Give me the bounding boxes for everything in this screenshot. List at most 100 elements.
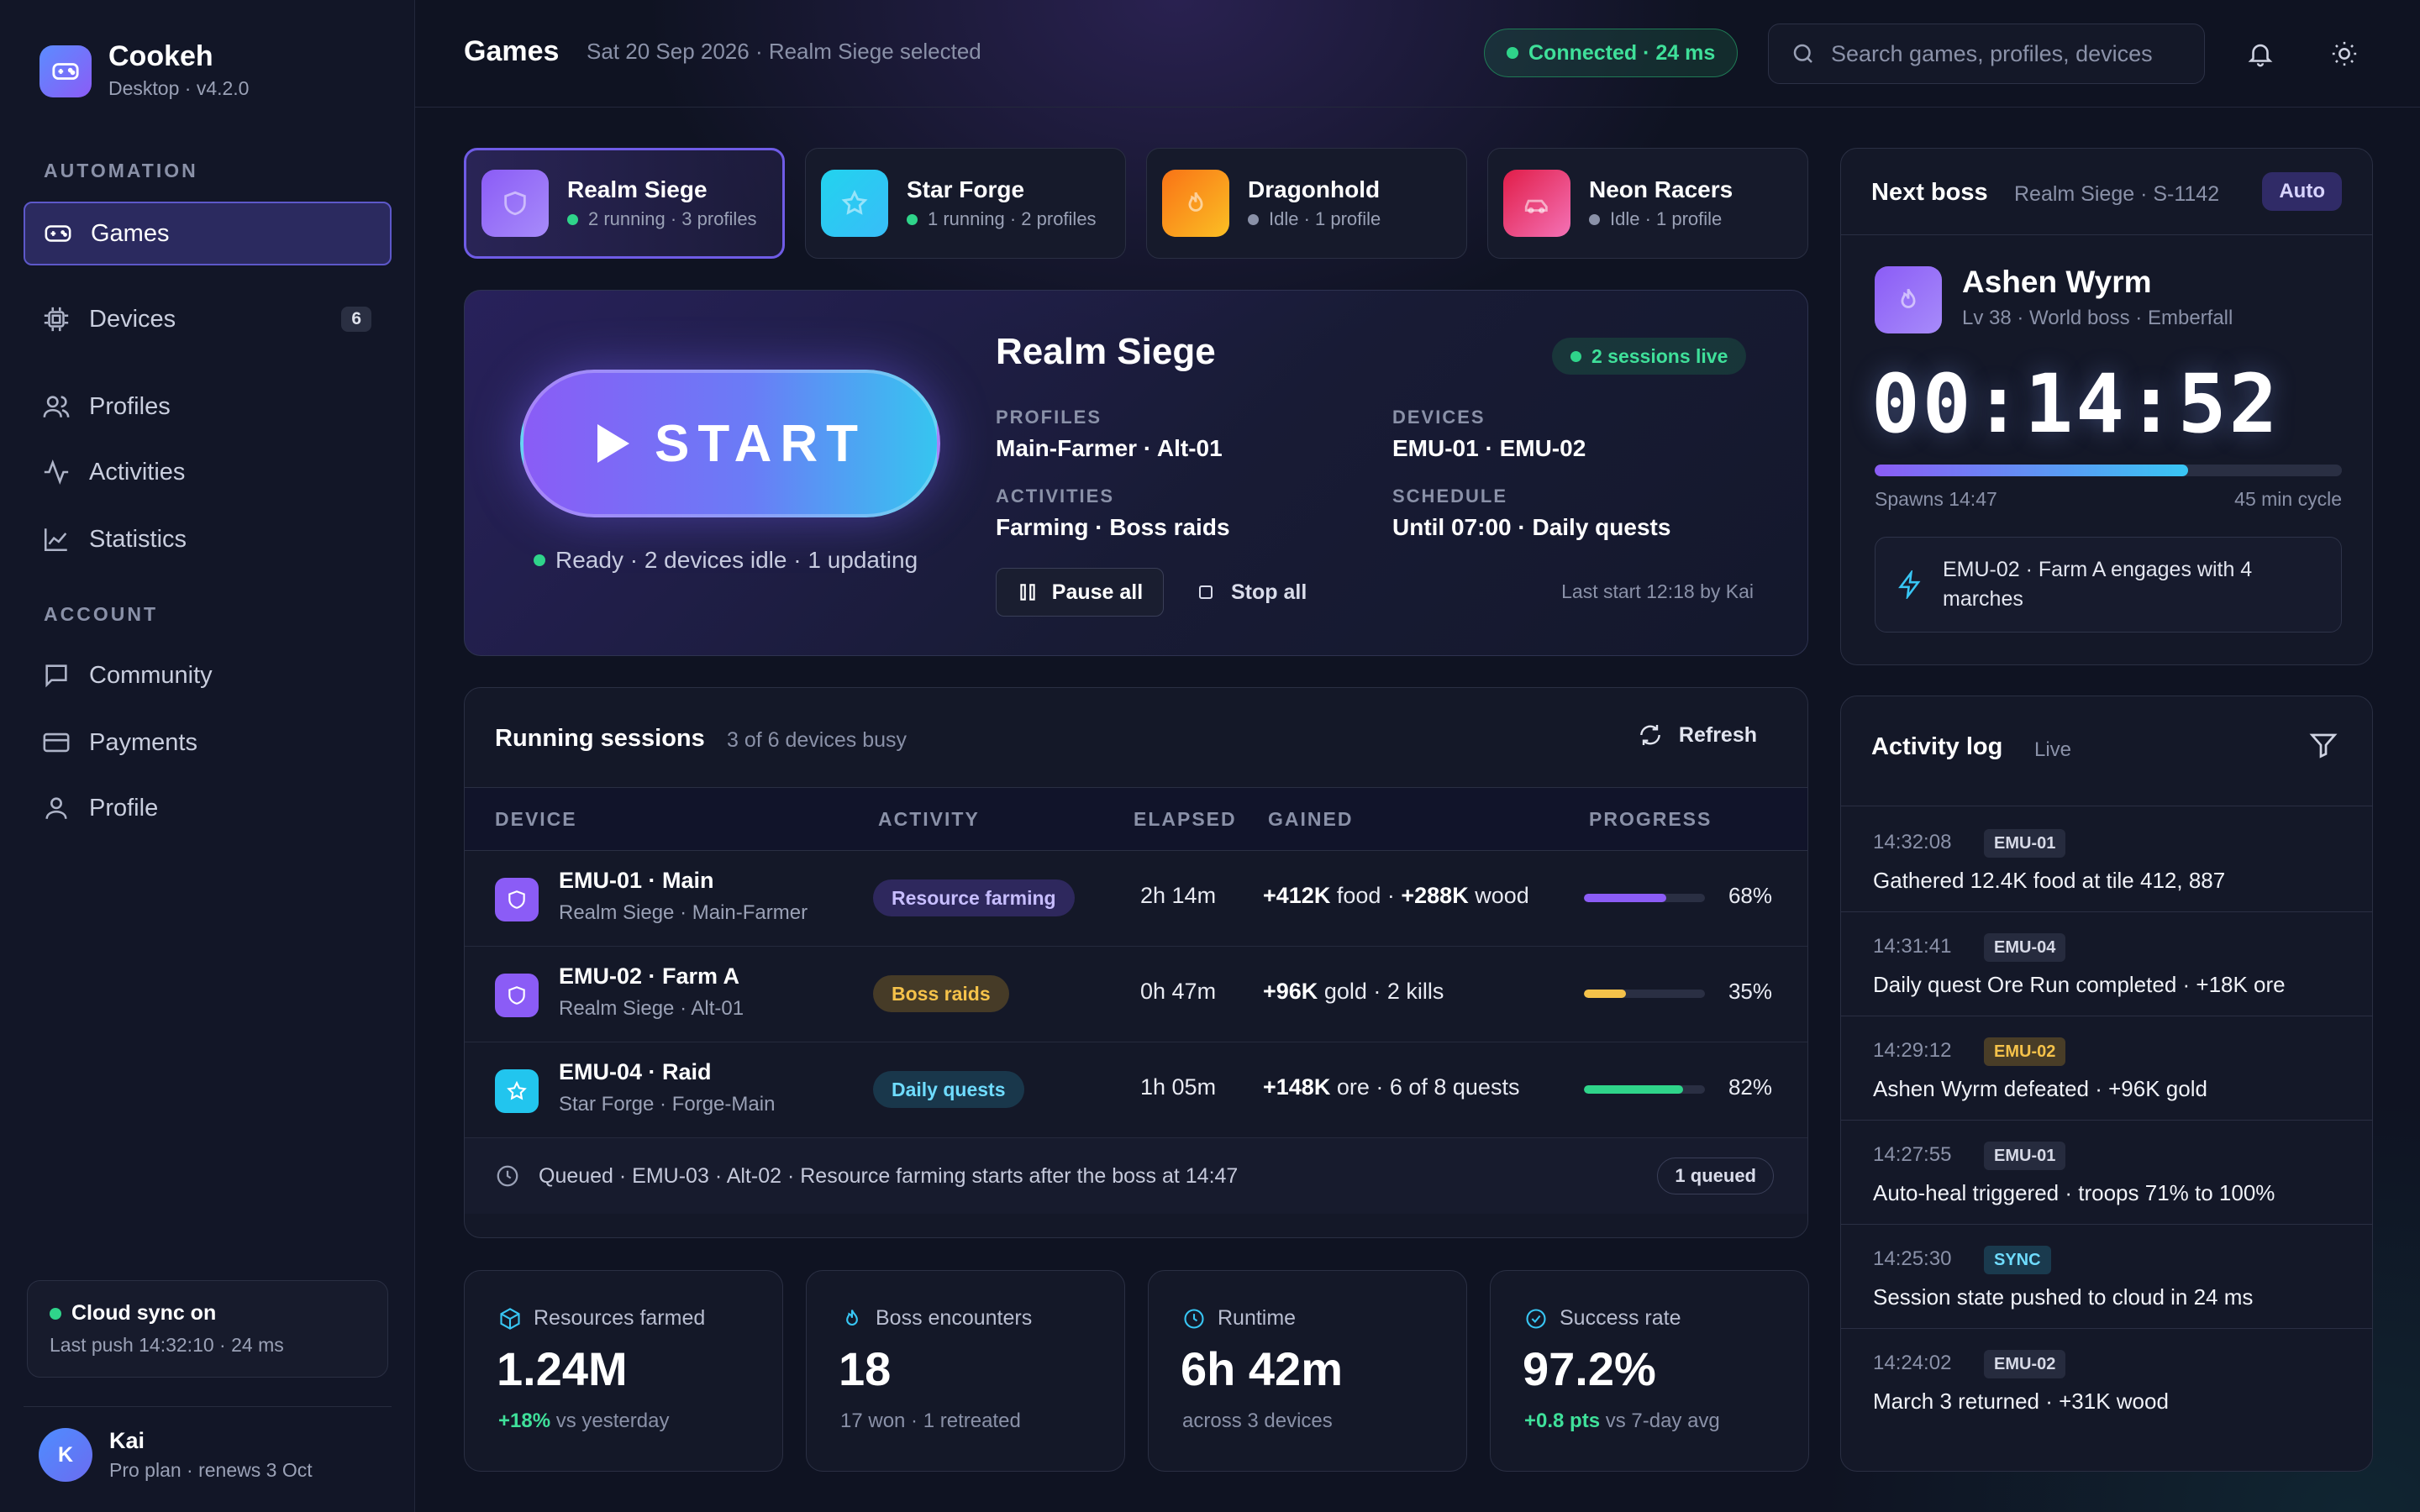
log-device-tag: EMU-01 [1984,1142,2066,1170]
log-entry: 14:31:41 EMU-04 Daily quest Ore Run comp… [1841,911,2372,1016]
progress-fill [1584,990,1627,998]
progress-fill [1584,1085,1684,1094]
game-name: Star Forge [907,176,1025,202]
sidebar: Cookeh Desktop · v4.2.0 AUTOMATION Games… [0,0,415,1512]
pause-all-button[interactable]: Pause all [996,568,1164,617]
chat-bubble-icon [45,664,67,688]
check-circle-icon [1526,1308,1546,1329]
gain-primary-unit: ore · 6 of 8 quests [1330,1074,1520,1100]
start-button[interactable]: START [520,370,940,517]
stat-delta: +18% [498,1410,551,1432]
log-entry: 14:27:55 EMU-01 Auto-heal triggered · tr… [1841,1120,2372,1224]
profiles-label: PROFILES [996,407,1102,428]
log-device-tag: EMU-04 [1984,933,2066,962]
refresh-button[interactable]: Refresh [1637,722,1757,748]
play-icon [597,424,629,463]
stat-value: 18 [839,1342,892,1395]
next-boss-panel: Next boss Realm Siege · S-1142 Auto Ashe… [1840,148,2373,665]
log-time: 14:27:55 [1873,1143,1952,1166]
elapsed-time: 2h 14m [1140,883,1217,908]
stat-delta: +0.8 pts [1524,1410,1601,1432]
brand: Cookeh Desktop · v4.2.0 [39,42,249,100]
gain-primary: +96K [1263,979,1318,1004]
cloud-sync-card: Cloud sync on Last push 14:32:10 · 24 ms [27,1280,388,1378]
status-dot [1248,213,1259,225]
avatar: K [39,1428,92,1482]
ready-dot [534,554,545,566]
table-row[interactable]: EMU-01 · Main Realm Siege · Main-Farmer … [465,851,1807,947]
column-header-gained: GAINED [1268,808,1354,830]
search-box [1768,24,2205,84]
sidebar-item-activities[interactable]: Activities [24,440,392,504]
log-device-tag: EMU-02 [1984,1037,2066,1066]
flame-icon [1162,170,1229,237]
table-row[interactable]: EMU-02 · Farm A Realm Siege · Alt-01 Bos… [465,947,1807,1042]
stat-sub: across 3 devices [1182,1410,1333,1432]
game-card-neon-racers[interactable]: Neon Racers Idle · 1 profile [1487,148,1808,259]
notifications-button[interactable] [2237,30,2284,77]
stat-label-text: Runtime [1218,1306,1297,1330]
boss-name: Ashen Wyrm [1962,265,2152,299]
column-header-activity: ACTIVITY [878,808,980,830]
boss-header-divider [1841,234,2372,235]
star-icon [495,1069,539,1113]
user-plan: Pro plan · renews 3 Oct [109,1459,313,1481]
sidebar-item-label: Activities [89,458,186,486]
flame-icon [1875,266,1942,333]
users-icon [43,396,70,417]
log-time: 14:31:41 [1873,935,1952,958]
log-device-tag: EMU-02 [1984,1350,2066,1378]
game-card-dragonhold[interactable]: Dragonhold Idle · 1 profile [1146,148,1467,259]
pause-icon [1020,584,1035,601]
stop-all-button[interactable]: Stop all [1196,568,1307,617]
sidebar-divider [24,1406,392,1407]
connection-label: Connected · 24 ms [1528,40,1716,65]
log-device-tag: SYNC [1984,1246,2051,1274]
auto-mode-badge[interactable]: Auto [2262,172,2342,211]
sidebar-item-profiles[interactable]: Profiles [24,375,392,438]
table-row[interactable]: EMU-04 · Raid Star Forge · Forge-Main Da… [465,1042,1807,1138]
user-account[interactable]: K Kai Pro plan · renews 3 Oct [39,1428,313,1482]
stop-all-label: Stop all [1231,580,1307,604]
log-divider [1841,1120,2372,1121]
sidebar-item-games[interactable]: Games [24,202,392,265]
sidebar-item-label: Devices [89,305,176,333]
theme-toggle-button[interactable] [2321,30,2368,77]
sidebar-item-profile[interactable]: Profile [24,776,392,840]
stat-sub-text: vs yesterday [550,1410,670,1432]
schedule-label: SCHEDULE [1392,486,1508,507]
sidebar-item-payments[interactable]: Payments [24,711,392,774]
game-status: 1 running · 2 profiles [907,208,1097,230]
lightning-icon [1898,570,1921,599]
game-status: Idle · 1 profile [1589,208,1733,230]
gained-summary: +148K ore · 6 of 8 quests [1263,1074,1519,1100]
gain-primary-unit: gold · 2 kills [1318,979,1444,1004]
sidebar-item-community[interactable]: Community [24,643,392,707]
status-dot [567,213,578,225]
sessions-live-badge: 2 sessions live [1552,338,1747,375]
car-icon [1503,170,1570,237]
log-divider [1841,1224,2372,1225]
device-game-profile: Realm Siege · Main-Farmer [559,901,808,924]
game-hero-panel: START Ready · 2 devices idle · 1 updatin… [464,290,1808,656]
status-dot [907,213,918,225]
filter-button[interactable] [2308,730,2338,764]
stat-card-boss-encounters: Boss encounters 18 17 won · 1 retreated [806,1270,1125,1472]
log-time: 14:24:02 [1873,1352,1952,1374]
schedule-value: Until 07:00 · Daily quests [1392,514,1671,540]
stat-label: Resources farmed [498,1306,705,1331]
game-card-realm-siege[interactable]: Realm Siege 2 running · 3 profiles [464,148,785,259]
gamepad-icon [45,225,71,242]
game-status: 2 running · 3 profiles [567,208,757,230]
log-entry: 14:29:12 EMU-02 Ashen Wyrm defeated · +9… [1841,1016,2372,1120]
search-input[interactable] [1831,40,2201,67]
sidebar-item-label: Games [91,219,170,247]
sidebar-item-statistics[interactable]: Statistics [24,507,392,571]
bell-icon [2248,44,2273,67]
game-card-star-forge[interactable]: Star Forge 1 running · 2 profiles [805,148,1126,259]
activity-log-title: Activity log [1871,733,2003,760]
sidebar-item-devices[interactable]: Devices 6 [24,287,392,351]
stat-label: Runtime [1182,1306,1296,1331]
clock-icon [497,1165,518,1187]
game-name: Realm Siege [567,176,708,202]
